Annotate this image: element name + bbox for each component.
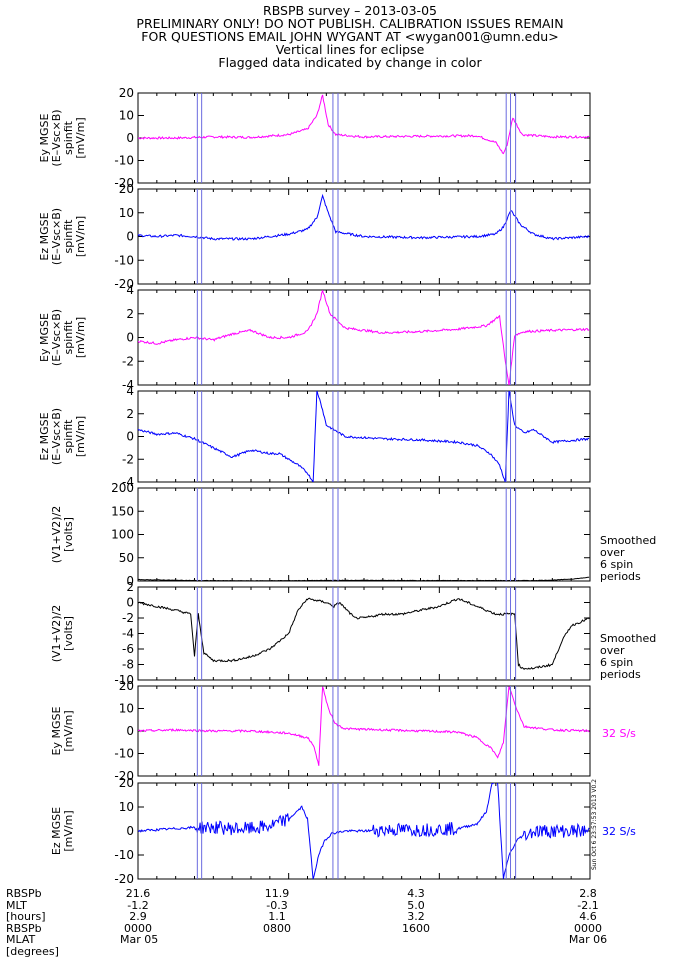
ytick-label-7-2: 0 [126, 724, 134, 738]
footer-row-labels: RBSPb MLT [hours] RBSPb MLAT [degrees] [6, 887, 59, 958]
ylabel-panel-5: (V1+V2)/2[volts] [50, 506, 75, 564]
ylabel-panel-7: Ey MGSE[mV/m] [50, 706, 75, 755]
ytick-label-2-1: -10 [114, 253, 134, 267]
ytick-label-6-0: -10 [114, 673, 134, 687]
chart-subtitle-eclipse: Vertical lines for eclipse [275, 42, 425, 57]
ytick-label-1-3: 10 [119, 109, 134, 123]
ytick-label-2-4: 20 [119, 182, 134, 196]
ytick-label-5-4: 200 [111, 481, 134, 495]
ytick-label-7-4: 20 [119, 679, 134, 693]
ytick-label-6-4: -2 [122, 611, 134, 625]
ytick-label-6-1: -8 [122, 658, 134, 672]
ytick-label-3-1: -2 [122, 354, 134, 368]
ytick-label-8-2: 0 [126, 824, 134, 838]
series-line-panel-2 [138, 193, 590, 241]
ytick-label-1-4: 20 [119, 86, 134, 100]
ytick-label-8-0: -20 [114, 872, 134, 886]
ytick-label-4-1: -2 [122, 452, 134, 466]
ytick-label-3-0: -4 [122, 378, 134, 392]
ytick-label-1-0: -20 [114, 176, 134, 190]
ytick-label-3-4: 4 [126, 283, 134, 297]
ytick-label-7-0: -20 [114, 769, 134, 783]
ylabel-panel-2: Ez MGSE(E–Vsc×B)spinfit[mV/m] [38, 208, 87, 265]
footer-col-3: 2.8 -2.1 4.6 0000 Mar 06 [568, 887, 608, 946]
ytick-label-7-3: 10 [119, 702, 134, 716]
ytick-label-6-5: 0 [126, 596, 134, 610]
chart-title: RBSPB survey – 2013-03-05 [263, 3, 437, 18]
panel-frame-3 [137, 289, 591, 386]
chart-subtitle-flagged: Flagged data indicated by change in colo… [218, 55, 482, 70]
panel-frame-6 [137, 586, 591, 681]
series-line-panel-5 [138, 576, 590, 581]
series-line-panel-8 [138, 783, 590, 879]
ytick-label-1-1: -10 [114, 154, 134, 168]
ytick-label-4-0: -4 [122, 475, 134, 489]
ylabel-panel-8: Ez MGSE[mV/m] [50, 807, 75, 855]
ytick-label-2-2: 0 [126, 230, 134, 244]
ytick-label-7-1: -10 [114, 747, 134, 761]
footer-col-1: 11.9 -0.3 1.1 0800 [263, 887, 291, 935]
chart-subtitle-warning: PRELIMINARY ONLY! DO NOT PUBLISH. CALIBR… [136, 16, 564, 31]
ytick-label-8-1: -10 [114, 848, 134, 862]
ytick-label-6-3: -4 [122, 627, 134, 641]
ytick-label-5-2: 100 [111, 528, 134, 542]
ytick-label-3-2: 0 [126, 331, 134, 345]
panel-frame-4 [137, 390, 591, 483]
ytick-label-8-3: 10 [119, 800, 134, 814]
panel-frame-5 [137, 487, 591, 582]
ylabel-panel-3: Ey MGSE(E–Vsc×B)spinfit[mV/m] [38, 309, 87, 366]
ytick-label-5-0: 0 [126, 574, 134, 588]
series-line-panel-4 [138, 391, 590, 482]
ytick-label-6-2: -6 [122, 642, 134, 656]
ylabel-panel-4: Ez MGSE(E–Vsc×B)spinfit[mV/m] [38, 408, 87, 465]
ytick-label-6-6: 2 [126, 580, 134, 594]
smoothed-note-panel6: Smoothed over 6 spin periods [600, 632, 657, 681]
ytick-label-4-3: 2 [126, 407, 134, 421]
ytick-label-4-4: 4 [126, 384, 134, 398]
ytick-label-2-3: 10 [119, 206, 134, 220]
ytick-label-3-3: 2 [126, 307, 134, 321]
rate-label-panel7: 32 S/s [602, 727, 636, 740]
ytick-label-5-3: 150 [111, 504, 134, 518]
series-line-panel-6 [138, 597, 590, 671]
series-line-panel-3 [138, 290, 590, 385]
chart-subtitle-contact: FOR QUESTIONS EMAIL JOHN WYGANT AT <wyga… [141, 29, 559, 44]
ytick-label-4-2: 0 [126, 430, 134, 444]
series-line-panel-1 [138, 94, 590, 155]
series-line-panel-7 [138, 686, 590, 766]
ylabel-panel-1: Ey MGSE(E–Vsc×B)spinfit[mV/m] [38, 109, 87, 166]
footer-col-2: 4.3 5.0 3.2 1600 [402, 887, 430, 935]
ytick-label-2-0: -20 [114, 277, 134, 291]
footer-col-0: 21.6 -1.2 2.9 0000 Mar 05 [120, 887, 159, 946]
ytick-label-8-4: 20 [119, 776, 134, 790]
version-stamp: Sun Oct 6 23:57:53 2013 V0.2 [591, 778, 598, 870]
ylabel-panel-6: (V1+V2)/2[volts] [50, 605, 75, 663]
smoothed-note-panel5: Smoothed over 6 spin periods [600, 534, 657, 583]
ytick-label-5-1: 50 [119, 551, 134, 565]
ytick-label-1-2: 0 [126, 131, 134, 145]
rate-label-panel8: 32 S/s [602, 825, 636, 838]
